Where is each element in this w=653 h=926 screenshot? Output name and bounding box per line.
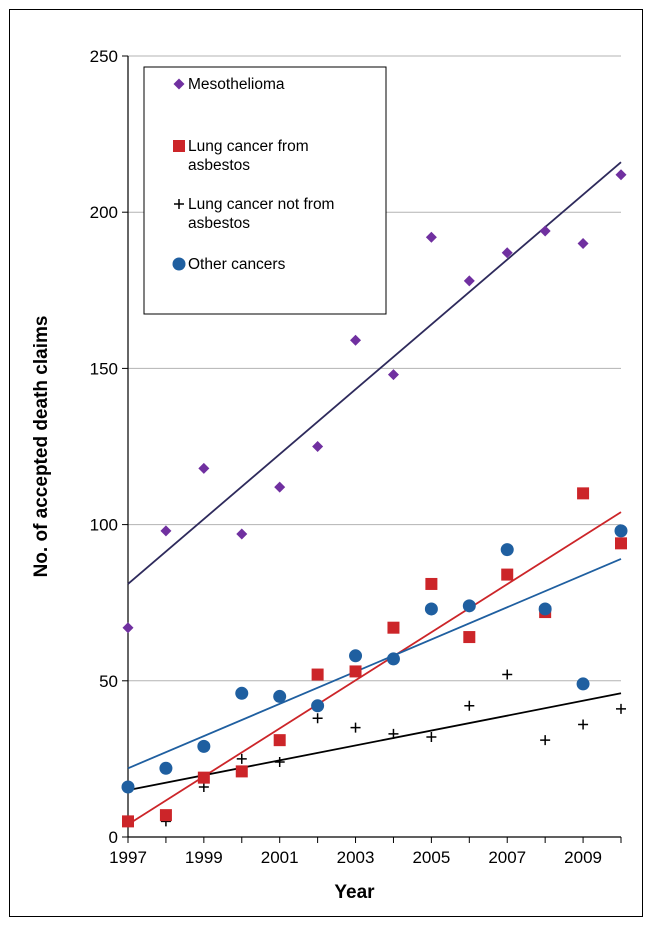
trend-line — [127, 511, 622, 826]
lung-non-asbestos-point — [312, 713, 323, 724]
x-tick-label: 2003 — [337, 848, 375, 867]
lung-asbestos-point — [122, 815, 134, 828]
legend-marker — [174, 199, 184, 209]
other-cancers-point — [462, 599, 476, 613]
legend-label: Lung cancer not from asbestos — [188, 196, 334, 232]
legend-items: Mesothelioma Lung cancer from asbestos Lung… — [172, 76, 334, 273]
trend-line — [127, 161, 622, 585]
other-cancers-point — [235, 686, 249, 700]
other-cancers-point — [538, 602, 552, 616]
other-cancers-point — [311, 699, 325, 713]
legend-marker — [173, 140, 185, 152]
lung-asbestos-point — [577, 487, 590, 500]
x-tick-label: 1999 — [185, 848, 223, 867]
other-cancers-point — [576, 677, 590, 691]
lung-non-asbestos-point — [464, 700, 475, 711]
x-axis-title: Year — [334, 882, 375, 903]
mesothelioma-point — [387, 369, 399, 381]
lung-non-asbestos-point — [578, 719, 589, 730]
lung-asbestos-point — [197, 771, 210, 784]
lung-asbestos-point — [387, 621, 400, 634]
other-cancers-point — [424, 602, 438, 616]
data-points — [121, 169, 628, 828]
lung-asbestos-point — [615, 537, 627, 550]
lung-asbestos-point — [349, 665, 362, 678]
other-cancers-point — [159, 761, 173, 775]
mesothelioma-point — [501, 247, 513, 259]
x-tick-label: 2009 — [564, 848, 602, 867]
legend-box — [143, 66, 387, 315]
lung-asbestos-point — [463, 631, 476, 644]
y-tick-label: 100 — [90, 516, 118, 535]
legend-label: Lung cancer from asbestos — [188, 138, 309, 174]
lung-asbestos-point — [425, 577, 438, 590]
trend-lines — [127, 161, 622, 826]
lung-non-asbestos-point — [388, 728, 399, 739]
legend: Mesothelioma Lung cancer from asbestos Lung… — [143, 66, 387, 315]
tick-labels: 0 50 100 150 200 250 1997 1999 2001 2003 2005 2007 2… — [90, 47, 602, 867]
legend-marker — [173, 78, 185, 90]
lung-non-asbestos-point — [198, 782, 209, 793]
mesothelioma-point — [312, 441, 324, 452]
other-cancers-point — [273, 689, 287, 703]
legend-label: Other cancers — [188, 256, 286, 273]
x-tick-label: 2001 — [261, 848, 299, 867]
y-tick-label: 50 — [99, 672, 118, 691]
other-cancers-point — [197, 739, 211, 753]
x-tick-label: 2007 — [488, 848, 526, 867]
lung-asbestos-point — [159, 809, 172, 822]
other-cancers-point — [121, 780, 135, 794]
other-cancers-point — [349, 649, 363, 663]
mesothelioma-point — [577, 237, 589, 249]
legend-label: Mesothelioma — [188, 76, 285, 93]
y-tick-label: 0 — [109, 828, 118, 847]
mesothelioma-point — [539, 225, 551, 237]
trend-line — [127, 692, 622, 792]
y-tick-label: 200 — [90, 203, 118, 222]
lung-non-asbestos-point — [274, 757, 285, 768]
mesothelioma-point — [160, 525, 172, 537]
axes — [122, 55, 622, 843]
mesothelioma-point — [198, 462, 210, 474]
other-cancers-point — [614, 524, 628, 538]
mesothelioma-point — [463, 275, 475, 287]
mesothelioma-point — [350, 334, 362, 346]
legend-marker — [172, 257, 186, 271]
mesothelioma-point — [236, 528, 248, 540]
mesothelioma-point — [425, 231, 437, 243]
lung-non-asbestos-point — [540, 735, 551, 746]
lung-asbestos-point — [235, 765, 248, 778]
lung-asbestos-point — [501, 568, 514, 581]
other-cancers-point — [500, 543, 514, 557]
lung-non-asbestos-point — [502, 669, 513, 680]
mesothelioma-point — [274, 481, 286, 493]
chart-frame: 0 50 100 150 200 250 1997 1999 2001 2003 2005 2007 2… — [9, 9, 643, 917]
mesothelioma-point — [122, 622, 134, 634]
scatter-chart: 0 50 100 150 200 250 1997 1999 2001 2003 2005 2007 2… — [31, 47, 628, 903]
y-tick-label: 250 — [90, 47, 118, 66]
lung-non-asbestos-point — [616, 703, 626, 714]
lung-asbestos-point — [273, 734, 286, 747]
lung-non-asbestos-point — [236, 753, 247, 764]
y-tick-label: 150 — [90, 359, 118, 378]
x-tick-label: 2005 — [412, 848, 450, 867]
y-axis-title: No. of accepted death claims — [31, 316, 52, 578]
lung-non-asbestos-point — [426, 732, 437, 743]
lung-asbestos-point — [311, 668, 324, 681]
mesothelioma-point — [615, 169, 627, 181]
x-tick-label: 1997 — [109, 848, 147, 867]
trend-line — [127, 558, 622, 770]
other-cancers-point — [386, 652, 400, 666]
lung-non-asbestos-point — [350, 722, 361, 733]
